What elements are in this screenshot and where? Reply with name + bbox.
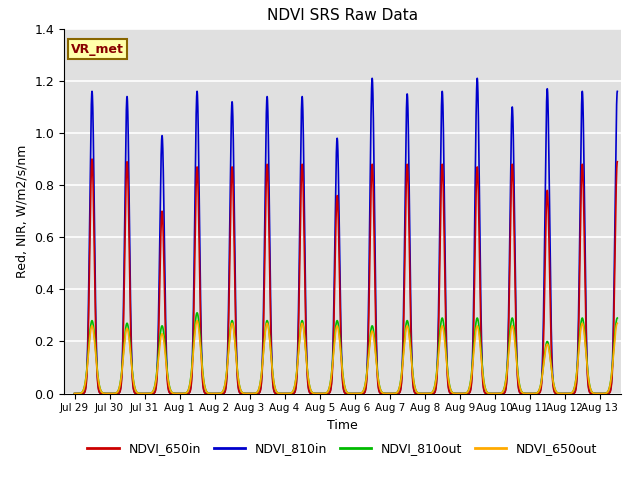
Y-axis label: Red, NIR, W/m2/s/nm: Red, NIR, W/m2/s/nm — [16, 144, 29, 278]
Legend: NDVI_650in, NDVI_810in, NDVI_810out, NDVI_650out: NDVI_650in, NDVI_810in, NDVI_810out, NDV… — [83, 437, 602, 460]
Text: VR_met: VR_met — [70, 43, 124, 56]
X-axis label: Time: Time — [327, 419, 358, 432]
Title: NDVI SRS Raw Data: NDVI SRS Raw Data — [267, 9, 418, 24]
